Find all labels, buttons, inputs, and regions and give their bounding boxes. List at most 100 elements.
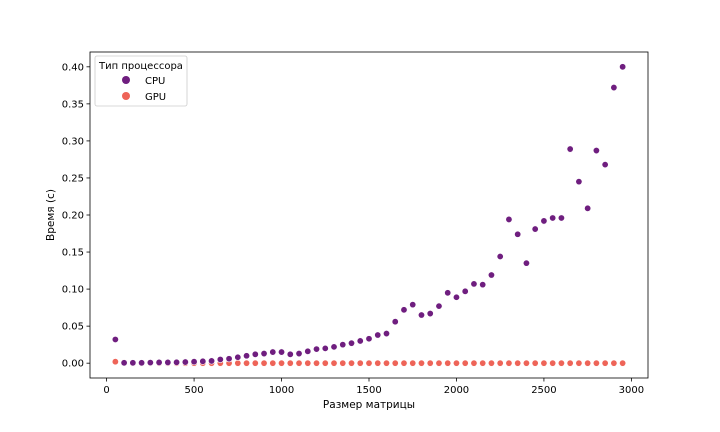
data-point-cpu [243,352,251,360]
x-axis-ticks: 0 500 1000 1500 2000 2500 3000 [103,378,644,396]
data-point-gpu [330,359,338,367]
x-tick-label: 2500 [531,385,556,396]
data-point-gpu [505,359,513,367]
data-point-cpu [251,350,259,358]
legend-title: Тип процессора [98,61,183,72]
data-point-gpu [619,359,627,367]
data-point-gpu [234,359,242,367]
data-point-gpu [426,359,434,367]
data-point-cpu [575,178,583,186]
legend: Тип процессора CPU GPU [94,55,188,107]
y-tick-label: 0.00 [62,359,84,370]
data-point-gpu [566,359,574,367]
data-point-gpu [313,359,321,367]
data-point-gpu [584,359,592,367]
data-point-gpu [382,359,390,367]
data-point-gpu [452,359,460,367]
data-point-cpu [505,215,513,223]
data-point-gpu [531,359,539,367]
y-axis-ticks: 0.00 0.05 0.10 0.15 0.20 0.25 0.30 0.35 0.40 [62,62,90,370]
data-point-cpu [444,289,452,297]
data-point-cpu [278,348,286,356]
data-point-gpu [400,359,408,367]
x-tick-label: 2000 [444,385,469,396]
data-point-cpu [295,350,303,358]
data-point-cpu [470,280,478,288]
data-point-gpu [557,359,565,367]
data-point-cpu [208,357,216,365]
data-point-cpu [321,344,329,352]
data-point-cpu [409,301,417,309]
data-point-cpu [557,214,565,222]
data-point-cpu [286,350,294,358]
x-tick-label: 1000 [269,385,294,396]
data-point-cpu [601,161,609,169]
data-point-cpu [592,147,600,155]
x-axis-label: Размер матрицы [323,399,415,411]
data-point-cpu [260,350,268,358]
data-point-cpu [173,358,181,366]
data-point-cpu [417,311,425,319]
data-point-cpu [269,348,277,356]
data-point-cpu [304,347,312,355]
data-point-cpu [356,337,364,345]
y-tick-label: 0.30 [62,136,84,147]
data-point-cpu [339,341,347,349]
x-tick-label: 1500 [356,385,381,396]
data-point-cpu [514,230,522,238]
y-axis-label: Время (с) [45,189,57,241]
data-point-gpu [286,359,294,367]
legend-marker-cpu [122,76,130,84]
data-point-cpu [452,293,460,301]
data-point-cpu [566,145,574,153]
y-tick-label: 0.10 [62,285,84,296]
data-point-cpu [619,63,627,71]
data-point-cpu [487,271,495,279]
data-point-cpu [199,357,207,365]
x-tick-label: 0 [103,385,109,396]
data-point-gpu [251,359,259,367]
data-point-cpu [400,306,408,314]
data-point-gpu [391,359,399,367]
data-point-cpu [426,310,434,318]
data-point-gpu [610,359,618,367]
data-point-gpu [339,359,347,367]
data-point-cpu [435,302,443,310]
y-tick-label: 0.35 [62,99,84,110]
y-tick-label: 0.40 [62,62,84,73]
data-point-cpu [330,343,338,351]
legend-label-cpu: CPU [145,76,165,87]
data-point-gpu [592,359,600,367]
data-point-gpu [514,359,522,367]
data-point-gpu [496,359,504,367]
data-point-cpu [496,252,504,260]
data-point-gpu [243,359,251,367]
data-point-cpu [479,281,487,289]
data-point-gpu [575,359,583,367]
data-point-cpu [522,259,530,267]
data-point-gpu [356,359,364,367]
data-point-cpu [146,359,154,367]
data-point-cpu [155,358,163,366]
data-point-gpu [479,359,487,367]
data-point-gpu [435,359,443,367]
data-point-cpu [461,287,469,295]
y-tick-label: 0.20 [62,211,84,222]
data-point-gpu [540,359,548,367]
data-point-cpu [382,330,390,338]
data-point-gpu [417,359,425,367]
data-point-gpu [549,359,557,367]
data-point-gpu [470,359,478,367]
data-point-gpu [365,359,373,367]
data-point-gpu [348,359,356,367]
y-tick-label: 0.05 [62,322,84,333]
data-point-gpu [409,359,417,367]
data-point-gpu [522,359,530,367]
data-point-cpu [365,335,373,343]
data-point-cpu [129,359,137,367]
x-tick-label: 3000 [619,385,644,396]
data-point-cpu [111,335,119,343]
data-point-gpu [295,359,303,367]
data-point-cpu [225,355,233,363]
legend-frame [94,55,188,107]
